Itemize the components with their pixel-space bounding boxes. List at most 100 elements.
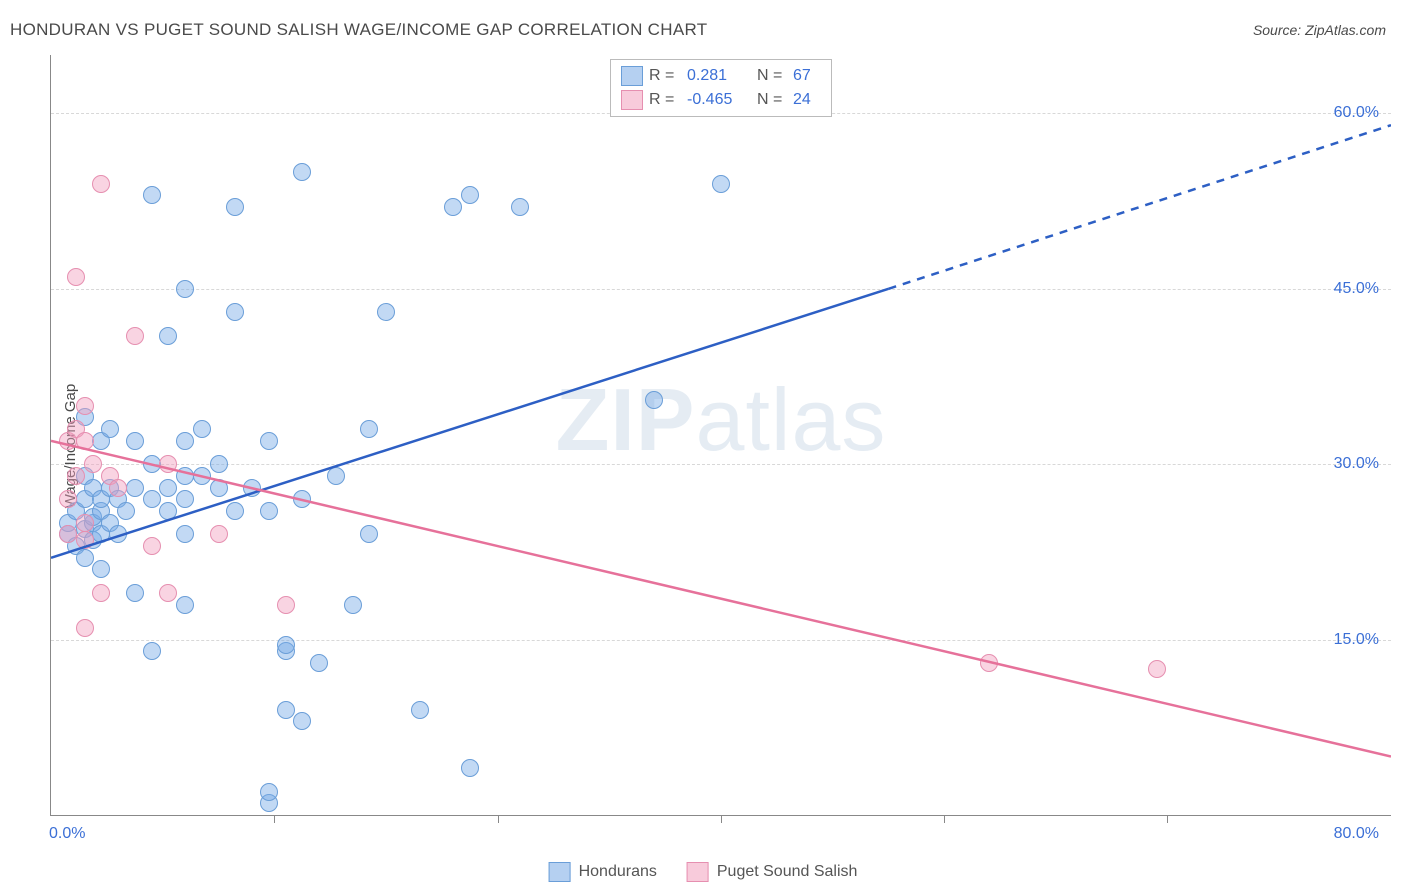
data-point [76,549,94,567]
data-point [159,502,177,520]
legend-item: Hondurans [549,862,657,882]
data-point [117,502,135,520]
data-point [109,479,127,497]
data-point [293,712,311,730]
r-value: -0.465 [687,88,751,112]
data-point [159,479,177,497]
data-point [193,467,211,485]
legend-row: R = 0.281 N = 67 [621,64,821,88]
data-point [143,537,161,555]
watermark-rest: atlas [696,370,887,469]
data-point [176,467,194,485]
x-axis-min-label: 0.0% [49,825,85,843]
data-point [210,455,228,473]
data-point [126,479,144,497]
data-point [712,175,730,193]
data-point [92,560,110,578]
data-point [344,596,362,614]
n-value: 67 [793,64,821,88]
data-point [84,455,102,473]
data-point [260,783,278,801]
watermark-bold: ZIP [556,370,696,469]
data-point [126,432,144,450]
data-point [444,198,462,216]
data-point [461,186,479,204]
data-point [327,467,345,485]
legend-correlation: R = 0.281 N = 67 R = -0.465 N = 24 [610,59,832,117]
legend-swatch-blue [549,862,571,882]
data-point [411,701,429,719]
gridline [51,640,1391,641]
n-value: 24 [793,88,821,112]
data-point [76,514,94,532]
data-point [980,654,998,672]
legend-label: Puget Sound Salish [717,863,858,881]
data-point [76,531,94,549]
data-point [143,490,161,508]
n-label: N = [757,88,787,112]
x-tick [274,815,275,823]
data-point [193,420,211,438]
data-point [109,525,127,543]
data-point [76,397,94,415]
legend-row: R = -0.465 N = 24 [621,88,821,112]
legend-swatch-blue [621,66,643,86]
data-point [176,280,194,298]
y-tick-label: 45.0% [1334,280,1379,298]
data-point [143,186,161,204]
data-point [377,303,395,321]
r-value: 0.281 [687,64,751,88]
data-point [360,420,378,438]
data-point [159,584,177,602]
chart-plot-area: ZIPatlas R = 0.281 N = 67 R = -0.465 N =… [50,55,1391,816]
r-label: R = [649,64,681,88]
data-point [277,596,295,614]
legend-swatch-pink [687,862,709,882]
legend-series: Hondurans Puget Sound Salish [549,862,858,882]
gridline [51,289,1391,290]
data-point [176,490,194,508]
data-point [645,391,663,409]
data-point [360,525,378,543]
data-point [176,525,194,543]
legend-label: Hondurans [579,863,657,881]
y-tick-label: 60.0% [1334,104,1379,122]
data-point [176,432,194,450]
data-point [92,584,110,602]
data-point [126,327,144,345]
data-point [76,432,94,450]
data-point [59,490,77,508]
data-point [176,596,194,614]
data-point [210,525,228,543]
data-point [260,432,278,450]
y-tick-label: 15.0% [1334,631,1379,649]
data-point [67,467,85,485]
y-tick-label: 30.0% [1334,455,1379,473]
data-point [67,268,85,286]
regression-lines [51,55,1391,815]
data-point [159,455,177,473]
r-label: R = [649,88,681,112]
x-tick [1167,815,1168,823]
data-point [226,502,244,520]
data-point [293,490,311,508]
data-point [1148,660,1166,678]
data-point [277,701,295,719]
data-point [243,479,261,497]
data-point [210,479,228,497]
chart-title: HONDURAN VS PUGET SOUND SALISH WAGE/INCO… [10,20,707,40]
source-attribution: Source: ZipAtlas.com [1253,22,1386,38]
data-point [126,584,144,602]
data-point [226,303,244,321]
data-point [226,198,244,216]
x-axis-max-label: 80.0% [1334,825,1379,843]
data-point [143,642,161,660]
n-label: N = [757,64,787,88]
data-point [92,175,110,193]
data-point [293,163,311,181]
data-point [76,619,94,637]
watermark: ZIPatlas [556,369,887,471]
data-point [59,525,77,543]
legend-swatch-pink [621,90,643,110]
x-tick [498,815,499,823]
